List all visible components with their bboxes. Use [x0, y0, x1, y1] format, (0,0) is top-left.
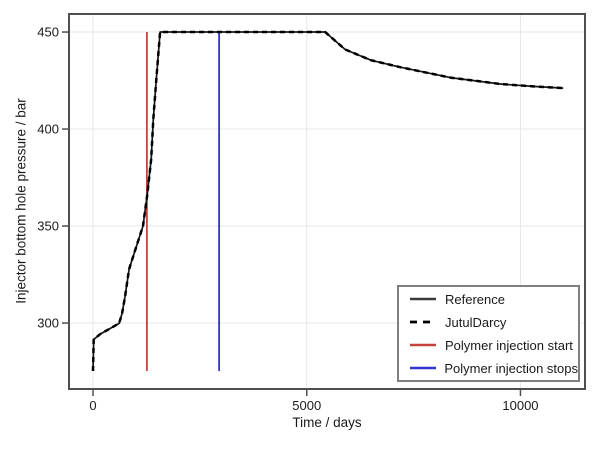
plot-frame: [68, 13, 586, 390]
legend-item-reference: Reference: [409, 290, 578, 308]
x-tick-label: 10000: [502, 398, 539, 413]
y-axis-label: Injector bottom hole pressure / bar: [13, 98, 29, 304]
legend-label-polymer-stops: Polymer injection stops: [444, 360, 578, 376]
legend-item-jutuldarcy: JutulDarcy: [409, 313, 578, 331]
blue-line-swatch: [410, 366, 436, 370]
x-tick-label: 5000: [292, 398, 322, 413]
red-line-swatch: [410, 343, 436, 347]
y-tick-label: 350: [37, 218, 59, 234]
legend-item-polymer-start: Polymer injection start: [409, 336, 578, 354]
y-tick-label: 450: [37, 24, 59, 40]
series-jutuldarcy: [91, 30, 564, 372]
reference-line-swatch: [410, 297, 436, 301]
legend-label-reference: Reference: [445, 291, 505, 307]
legend-label-polymer-start: Polymer injection start: [445, 337, 573, 353]
x-axis-label: Time / days: [292, 415, 362, 430]
legend-label-jutuldarcy: JutulDarcy: [445, 314, 507, 330]
x-tick-label: 0: [89, 398, 97, 413]
legend-item-polymer-stops: Polymer injection stops: [409, 359, 578, 377]
y-tick-label: 300: [37, 315, 59, 331]
dashed-line-swatch: [410, 320, 436, 324]
legend: Reference JutulDarcy Polymer injection s…: [397, 285, 580, 382]
y-tick-label: 400: [37, 121, 59, 137]
